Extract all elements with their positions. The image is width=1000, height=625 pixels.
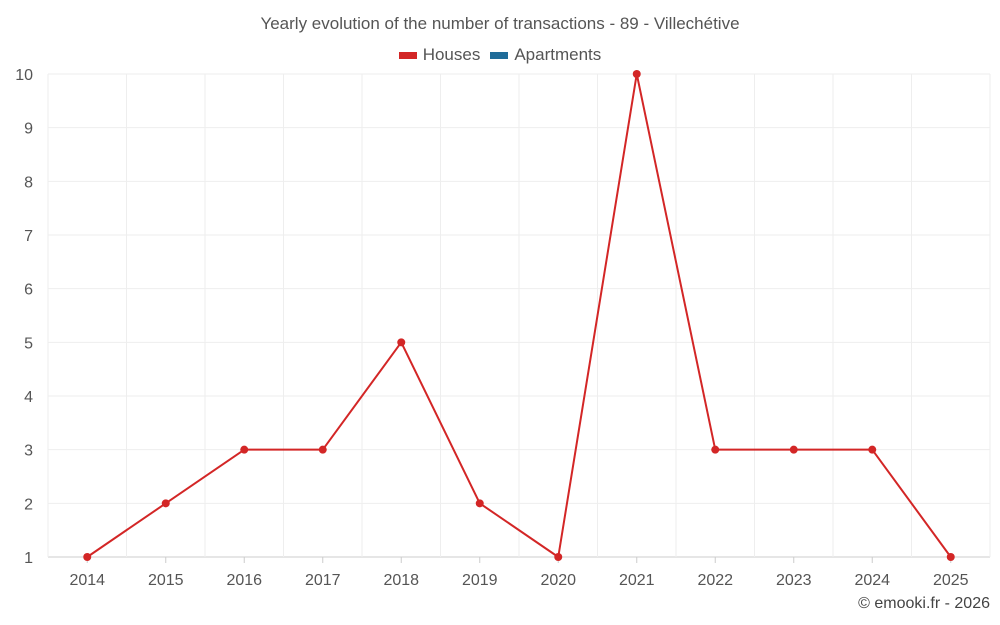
x-tick-label: 2017 xyxy=(305,572,341,589)
x-tick-label: 2022 xyxy=(697,572,733,589)
data-point-houses[interactable] xyxy=(475,499,484,508)
legend-swatch-apartments xyxy=(490,51,509,59)
data-point-houses[interactable] xyxy=(318,445,327,454)
data-point-houses[interactable] xyxy=(554,553,563,561)
y-tick-label: 7 xyxy=(24,228,33,245)
data-point-houses[interactable] xyxy=(83,553,92,561)
x-tick-label: 2019 xyxy=(462,572,498,589)
data-point-houses[interactable] xyxy=(632,70,641,78)
y-tick-label: 8 xyxy=(24,174,33,191)
x-tick-label: 2021 xyxy=(619,572,655,589)
y-tick-label: 9 xyxy=(24,121,33,138)
data-point-houses[interactable] xyxy=(161,499,170,508)
chart-title: Yearly evolution of the number of transa… xyxy=(260,14,740,33)
credit-text: © emooki.fr - 2026 xyxy=(858,595,990,612)
x-tick-label: 2020 xyxy=(540,572,576,589)
y-tick-label: 1 xyxy=(24,550,33,567)
x-tick-label: 2025 xyxy=(933,572,969,589)
legend-label-apartments: Apartments xyxy=(514,45,602,64)
legend-item-apartments[interactable]: Apartments xyxy=(490,45,601,65)
data-point-houses[interactable] xyxy=(397,338,406,347)
data-point-houses[interactable] xyxy=(711,445,720,454)
x-tick-label: 2016 xyxy=(226,572,262,589)
y-tick-label: 10 xyxy=(15,67,33,84)
data-point-houses[interactable] xyxy=(868,445,877,454)
data-point-houses[interactable] xyxy=(789,445,798,454)
y-tick-label: 5 xyxy=(24,335,33,352)
x-tick-label: 2018 xyxy=(383,572,419,589)
x-tick-label: 2015 xyxy=(148,572,184,589)
x-tick-label: 2024 xyxy=(854,572,890,589)
legend-label-houses: Houses xyxy=(422,45,481,64)
legend-swatch-houses xyxy=(398,51,417,59)
y-tick-label: 6 xyxy=(24,282,33,299)
y-tick-label: 2 xyxy=(24,496,33,513)
x-tick-label: 2014 xyxy=(69,572,105,589)
legend: Houses Apartments xyxy=(0,45,1000,65)
data-point-houses[interactable] xyxy=(946,553,955,561)
data-point-houses[interactable] xyxy=(240,445,249,454)
x-tick-label: 2023 xyxy=(776,572,812,589)
y-tick-label: 4 xyxy=(24,389,33,406)
y-tick-label: 3 xyxy=(24,443,33,460)
series-line-houses xyxy=(86,73,952,558)
legend-item-houses[interactable]: Houses xyxy=(398,45,481,65)
